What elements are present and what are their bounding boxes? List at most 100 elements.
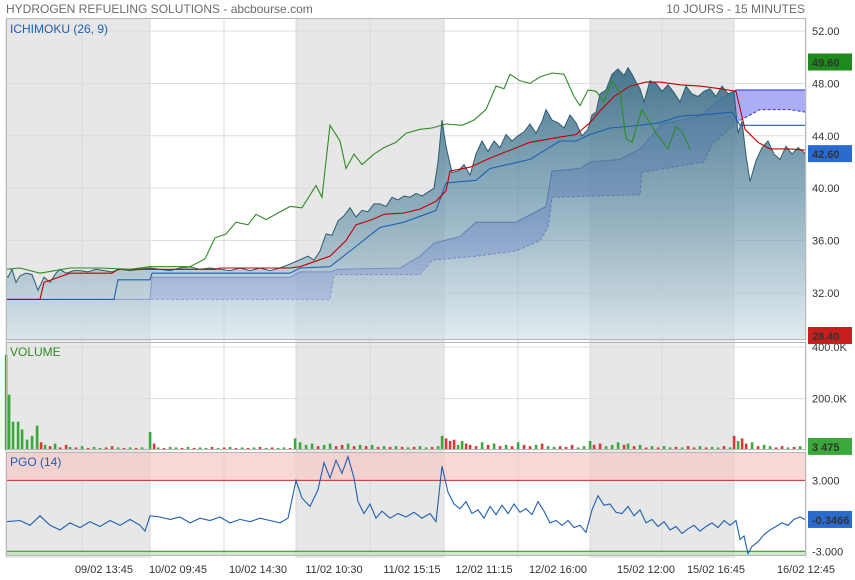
volume-bar [68,446,72,450]
volume-bar [564,446,568,450]
time-tick-label: 16/02 12:45 [777,564,835,576]
volume-bar [240,447,244,450]
volume-bar [740,438,744,450]
volume-bar [480,442,484,450]
volume-bar [192,447,196,450]
volume-bar [552,446,556,450]
volume-bar [792,446,796,450]
volume-bar [448,441,452,450]
volume-bar [576,447,580,450]
volume-bar [156,447,160,450]
price-tick-label: 44.00 [812,131,840,143]
tenkan-line [6,111,806,300]
volume-bar [388,446,392,450]
volume-bar [680,447,684,450]
volume-bar [198,447,202,450]
volume-bar [418,446,422,450]
panel-frame [6,342,806,450]
volume-bar [492,443,496,450]
last-pgo-badge-bg [808,510,852,528]
period-label: 10 JOURS - 15 MINUTES [666,2,805,16]
volume-bar [152,443,156,450]
volume-bar [716,447,720,450]
volume-bar [570,444,574,450]
high-price-badge: 49.60 [812,58,840,70]
volume-bar [316,446,320,450]
volume-bar [228,446,232,450]
volume-bar [98,447,102,450]
volume-bar [774,447,778,450]
volume-bar [352,446,356,450]
volume-bar [728,447,732,450]
high-price-badge-bg [808,53,852,71]
volume-bar [698,446,702,450]
volume-bar [180,447,184,450]
volume-bar [412,446,416,450]
last-price-badge: 42.60 [812,149,840,161]
volume-bar [610,444,614,450]
volume-bar [704,447,708,450]
volume-bar [64,444,68,450]
last-volume-badge-bg [808,437,852,455]
volume-bar [134,447,138,450]
volume-bar [798,446,802,450]
price-tick-label: 36.00 [812,236,840,248]
volume-bar [582,446,586,450]
volume-tick-label: 200.0K [812,394,848,406]
volume-bar [148,432,152,450]
last-price-badge-bg [808,145,852,163]
volume-bar [440,435,444,450]
last-volume-badge: 3 475 [812,442,840,454]
volume-bar [258,446,262,450]
pgo-oversold-zone [6,551,806,556]
time-tick-label: 09/02 13:45 [75,564,133,576]
time-tick-label: 10/02 14:30 [229,564,287,576]
volume-bar [732,435,736,450]
volume-bar [650,446,654,450]
volume-bar [588,441,592,450]
volume-bar [222,447,226,450]
volume-bar [168,446,172,450]
volume-bar [204,447,208,450]
volume-bar [744,443,748,450]
volume-bar [7,394,11,450]
volume-bar [780,446,784,450]
price-area [6,67,806,340]
ichimoku-panel-label: ICHIMOKU (26, 9) [10,22,108,36]
volume-bar [468,444,472,450]
volume-bar [722,446,726,450]
volume-bar [394,446,398,450]
volume-bar [674,446,678,450]
time-tick-label: 11/02 15:15 [383,564,440,576]
panel-frame [6,452,806,556]
volume-bar [216,447,220,450]
volume-bar [436,446,440,450]
volume-bar [48,446,52,450]
pgo-tick-label: -3.000 [812,546,843,558]
volume-bar [668,447,672,450]
time-tick-label: 12/02 16:00 [529,564,587,576]
volume-bar [334,446,338,450]
volume-tick-label: 400.0K [812,342,848,354]
volume-bar [534,444,538,450]
volume-bar [293,438,297,450]
volume-bar [592,444,596,450]
volume-bar [16,421,20,450]
volume-bar [116,447,120,450]
last-pgo-badge: -0.3466 [812,515,849,527]
volume-bar [546,446,550,450]
volume-bar [486,444,490,450]
volume-bar [20,429,24,450]
volume-bar [30,435,34,450]
time-tick-label: 12/02 11:15 [455,564,512,576]
volume-bar [604,446,608,450]
price-tick-label: 48.00 [812,78,840,90]
pgo-overbought-zone [6,452,806,481]
pgo-tick-label: 3.000 [812,475,840,487]
volume-bar [110,446,114,450]
volume-bar [122,447,126,450]
price-tick-label: 52.00 [812,26,840,38]
volume-bar [246,447,250,450]
volume-bar [510,446,514,450]
chart-title: HYDROGEN REFUELING SOLUTIONS - abcbourse… [6,2,313,16]
